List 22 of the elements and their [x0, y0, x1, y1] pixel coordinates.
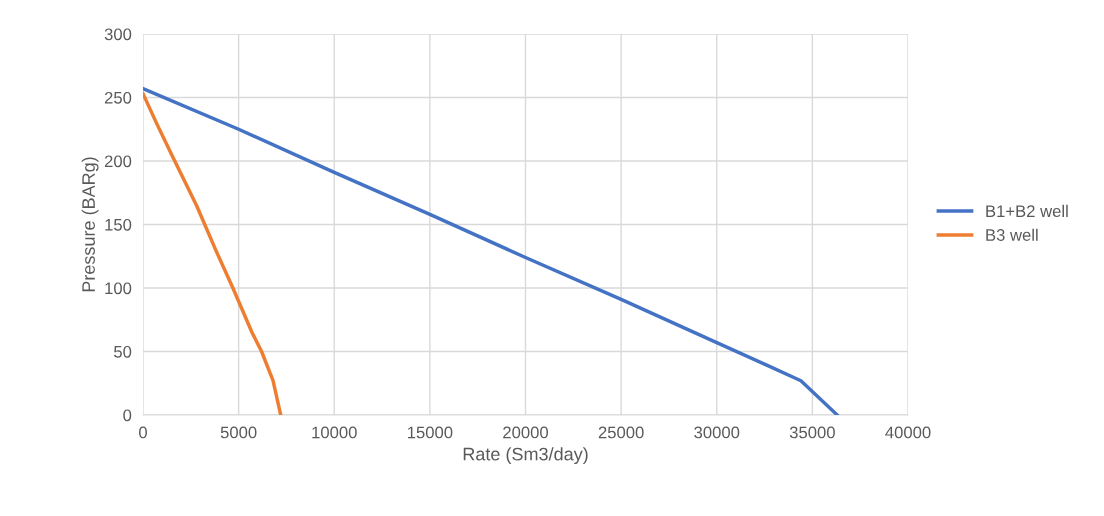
x-tick-label: 10000 — [312, 426, 357, 439]
x-tick-label: 40000 — [885, 426, 931, 439]
y-tick-label: 250 — [104, 91, 132, 104]
y-tick-label: 50 — [114, 345, 132, 358]
x-tick-label: 0 — [139, 426, 147, 439]
legend-label: B1+B2 well — [986, 204, 1068, 218]
x-tick-label: 30000 — [694, 426, 740, 439]
x-axis-title: Rate (Sm3/day) — [463, 447, 588, 465]
legend-label: B3 well — [986, 228, 1038, 241]
x-tick-label: 20000 — [503, 426, 549, 439]
y-tick-label: 100 — [105, 282, 132, 295]
y-tick-label: 300 — [104, 28, 132, 41]
x-tick-label: 5000 — [220, 426, 257, 439]
y-axis-title: Pressure (BARg) — [81, 157, 99, 292]
y-tick-label: 150 — [105, 218, 132, 231]
x-tick-label: 15000 — [407, 426, 453, 439]
line-series — [143, 86, 839, 415]
y-tick-label: 0 — [123, 409, 132, 422]
x-tick-label: 35000 — [789, 426, 835, 439]
x-tick-label: 25000 — [598, 426, 644, 439]
line-series — [143, 91, 283, 415]
y-tick-label: 200 — [104, 155, 132, 168]
